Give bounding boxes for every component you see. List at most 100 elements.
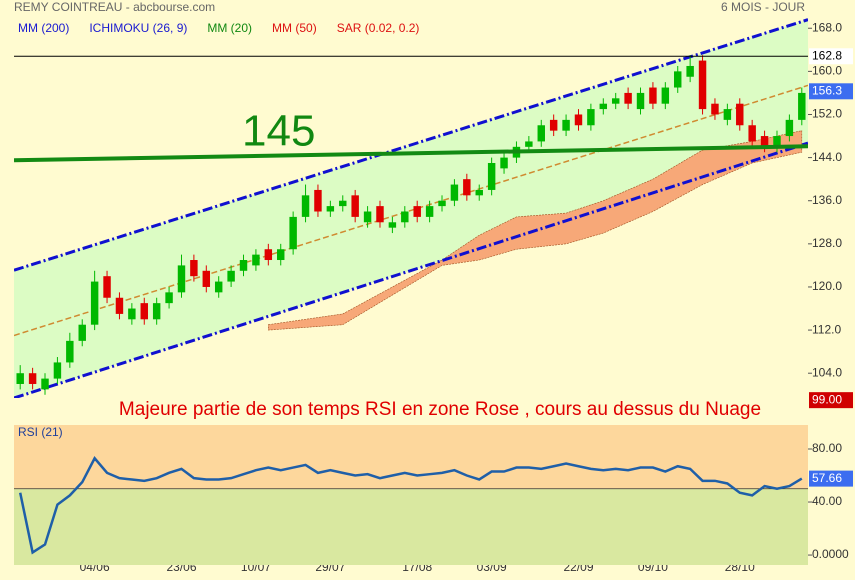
candle-body (53, 362, 62, 379)
candle-body (549, 119, 558, 131)
candle-body (611, 98, 620, 104)
candle-body (487, 162, 496, 190)
price-tag (809, 48, 853, 65)
channel-upper (14, 18, 808, 272)
candle-body (252, 254, 260, 266)
candle-body (314, 189, 322, 212)
candle-body (661, 87, 670, 104)
y-tick-label: 144.0 (812, 150, 842, 164)
candle-body (401, 211, 409, 223)
y-tick-label: 0.0000 (812, 547, 849, 561)
y-tick-label: 40.00 (812, 494, 842, 508)
legend-entry: MM (50) (272, 21, 317, 35)
candle-body (339, 200, 347, 207)
candle-body (388, 222, 397, 228)
rsi-lower-zone (14, 488, 808, 565)
legend-entry: ICHIMOKU (26, 9) (89, 21, 187, 35)
candle-body (686, 65, 694, 77)
candle-body (537, 125, 545, 142)
candle-body (760, 136, 769, 147)
candle-body (748, 125, 756, 142)
candle-body (177, 265, 186, 293)
candle-body (500, 157, 508, 169)
price-tag-label: 162.8 (812, 48, 842, 62)
candle-body (674, 71, 682, 88)
candle-body (785, 119, 794, 137)
chart-title: REMY COINTREAU - abcbourse.com (14, 0, 215, 14)
candle-body (227, 270, 235, 282)
y-tick-label: 120.0 (812, 279, 842, 293)
annotation: 145 (242, 107, 315, 156)
candle-body (698, 60, 707, 110)
candle-body (214, 281, 223, 293)
candle-body (798, 92, 806, 120)
candle-body (351, 195, 359, 217)
candle-body (376, 206, 384, 223)
rsi-line (18, 456, 803, 555)
y-tick-label: 152.0 (812, 107, 842, 121)
candle-body (736, 103, 744, 126)
candle-body (115, 297, 124, 314)
channel-fill (14, 19, 808, 398)
candle-body (649, 87, 657, 104)
candle-body (599, 103, 608, 110)
candle-body (773, 136, 781, 147)
candle-body (425, 206, 434, 217)
candle-body (78, 324, 86, 341)
candle-body (475, 189, 483, 196)
candle-body (41, 378, 49, 390)
legend-entry: MM (20) (207, 21, 252, 35)
mid-line (14, 84, 808, 337)
candle-body (165, 292, 173, 304)
rsi-title: RSI (21) (18, 425, 63, 439)
candle-body (103, 276, 111, 298)
candle-body (128, 308, 136, 320)
candle-body (636, 92, 645, 110)
candle-body (363, 211, 372, 223)
candle-body (190, 260, 198, 277)
candle-body (574, 114, 583, 126)
candle-body (463, 179, 471, 196)
rsi-upper-zone (14, 425, 808, 489)
price-tag (809, 83, 853, 100)
candle-body (239, 260, 248, 271)
legend-entry: MM (200) (18, 21, 69, 35)
candle-body (289, 216, 297, 250)
candle-body (711, 103, 719, 115)
y-tick-label: 136.0 (812, 193, 842, 207)
candle-body (28, 373, 37, 384)
rsi-tag (809, 470, 853, 487)
candle-body (438, 200, 446, 207)
candle-body (90, 281, 99, 325)
y-tick-label: 128.0 (812, 236, 842, 250)
y-tick-label: 168.0 (812, 20, 842, 34)
candle-body (562, 119, 570, 131)
y-tick-label: 104.0 (812, 365, 842, 379)
candle-body (66, 340, 74, 363)
candle-body (587, 109, 595, 126)
price-tag (809, 392, 853, 409)
candle-body (525, 141, 533, 147)
candle-body (413, 206, 421, 217)
candle-body (723, 109, 732, 120)
mm-line (14, 144, 808, 163)
y-tick-label: 112.0 (812, 322, 841, 336)
period: 6 MOIS - JOUR (721, 0, 805, 14)
candle-body (202, 270, 211, 287)
candle-body (301, 195, 310, 217)
price-tag-label: 156.3 (812, 83, 842, 97)
candle-body (264, 249, 273, 261)
y-tick-label: 160.0 (812, 64, 842, 78)
price-panel (14, 18, 808, 398)
rsi-tag-label: 57.66 (812, 471, 842, 485)
annotation: Majeure partie de son temps RSI en zone … (119, 399, 761, 420)
y-tick-label: 80.00 (812, 441, 842, 455)
candle-body (624, 92, 632, 104)
candle-body (450, 184, 459, 201)
channel-lower (14, 141, 808, 398)
legend-entry: SAR (0.02, 0.2) (337, 21, 420, 35)
price-tag-label: 99.00 (812, 392, 842, 406)
candle-body (16, 373, 24, 384)
